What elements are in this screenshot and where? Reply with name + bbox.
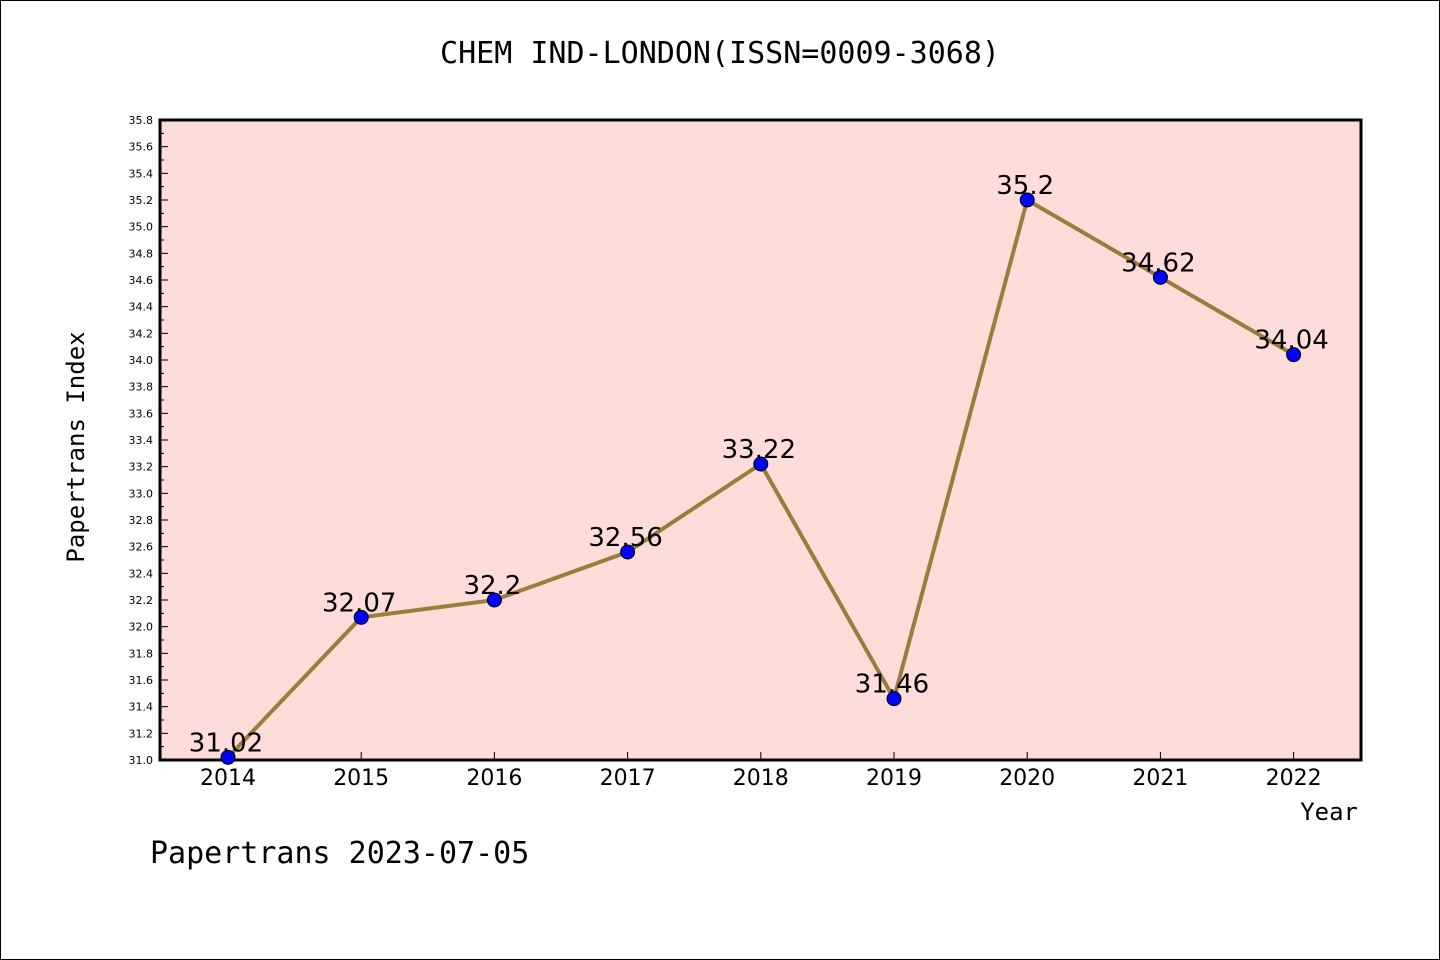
y-tick-label: 35.4 bbox=[129, 167, 154, 180]
data-point bbox=[886, 691, 902, 707]
plot-border bbox=[158, 118, 1363, 762]
data-label: 34.62 bbox=[1121, 248, 1195, 278]
y-tick-label: 35.2 bbox=[129, 194, 154, 207]
y-tick-label: 31.6 bbox=[129, 674, 154, 687]
chart-title: CHEM IND-LONDON(ISSN=0009-3068) bbox=[440, 36, 1000, 71]
y-tick-label: 34.4 bbox=[129, 301, 154, 314]
data-label: 33.22 bbox=[722, 435, 796, 465]
x-tick-label: 2016 bbox=[466, 766, 522, 791]
data-label: 34.04 bbox=[1254, 326, 1328, 356]
x-tick-label: 2015 bbox=[333, 766, 389, 791]
data-point bbox=[1019, 192, 1035, 208]
y-tick-label: 32.6 bbox=[129, 541, 154, 554]
y-tick-label: 34.2 bbox=[129, 327, 154, 340]
y-tick-label: 34.0 bbox=[129, 354, 154, 367]
y-tick-label: 32.0 bbox=[129, 621, 154, 634]
y-tick-label: 31.0 bbox=[129, 754, 154, 767]
data-point bbox=[220, 749, 236, 765]
plot-area bbox=[160, 120, 1361, 760]
data-label: 35.2 bbox=[996, 171, 1054, 201]
x-tick-label: 2017 bbox=[600, 766, 656, 791]
data-label: 31.46 bbox=[855, 670, 929, 700]
x-tick-label: 2018 bbox=[733, 766, 789, 791]
y-tick-label: 33.2 bbox=[129, 461, 154, 474]
data-label: 32.56 bbox=[588, 523, 662, 553]
y-tick-label: 34.8 bbox=[129, 247, 154, 260]
x-tick-label: 2019 bbox=[866, 766, 922, 791]
data-label: 31.02 bbox=[189, 728, 263, 758]
y-tick-label: 32.8 bbox=[129, 514, 154, 527]
y-tick-label: 31.2 bbox=[129, 727, 154, 740]
x-tick-label: 2022 bbox=[1266, 766, 1322, 791]
y-tick-label: 35.6 bbox=[129, 141, 154, 154]
y-tick-label: 32.2 bbox=[129, 594, 154, 607]
x-tick-label: 2020 bbox=[999, 766, 1055, 791]
data-point bbox=[1152, 269, 1168, 285]
data-label: 32.2 bbox=[463, 571, 521, 601]
data-point bbox=[1286, 347, 1302, 363]
y-tick-label: 32.4 bbox=[129, 567, 154, 580]
y-tick-label: 33.6 bbox=[129, 407, 154, 420]
data-point bbox=[353, 609, 369, 625]
y-tick-label: 35.8 bbox=[129, 114, 154, 127]
y-tick-label: 35.0 bbox=[129, 221, 154, 234]
y-tick-label: 33.4 bbox=[129, 434, 154, 447]
y-tick-label: 33.0 bbox=[129, 487, 154, 500]
x-tick-label: 2021 bbox=[1132, 766, 1188, 791]
data-point bbox=[620, 544, 636, 560]
x-axis-label: Year bbox=[1300, 798, 1358, 826]
data-point bbox=[486, 592, 502, 608]
y-tick-label: 31.4 bbox=[129, 701, 154, 714]
y-tick-label: 34.6 bbox=[129, 274, 154, 287]
y-tick-label: 31.8 bbox=[129, 647, 154, 660]
x-tick-label: 2014 bbox=[200, 766, 256, 791]
footer-watermark: Papertrans 2023-07-05 bbox=[150, 836, 530, 871]
data-label: 32.07 bbox=[322, 588, 396, 618]
y-tick-label: 33.8 bbox=[129, 381, 154, 394]
data-point bbox=[753, 456, 769, 472]
